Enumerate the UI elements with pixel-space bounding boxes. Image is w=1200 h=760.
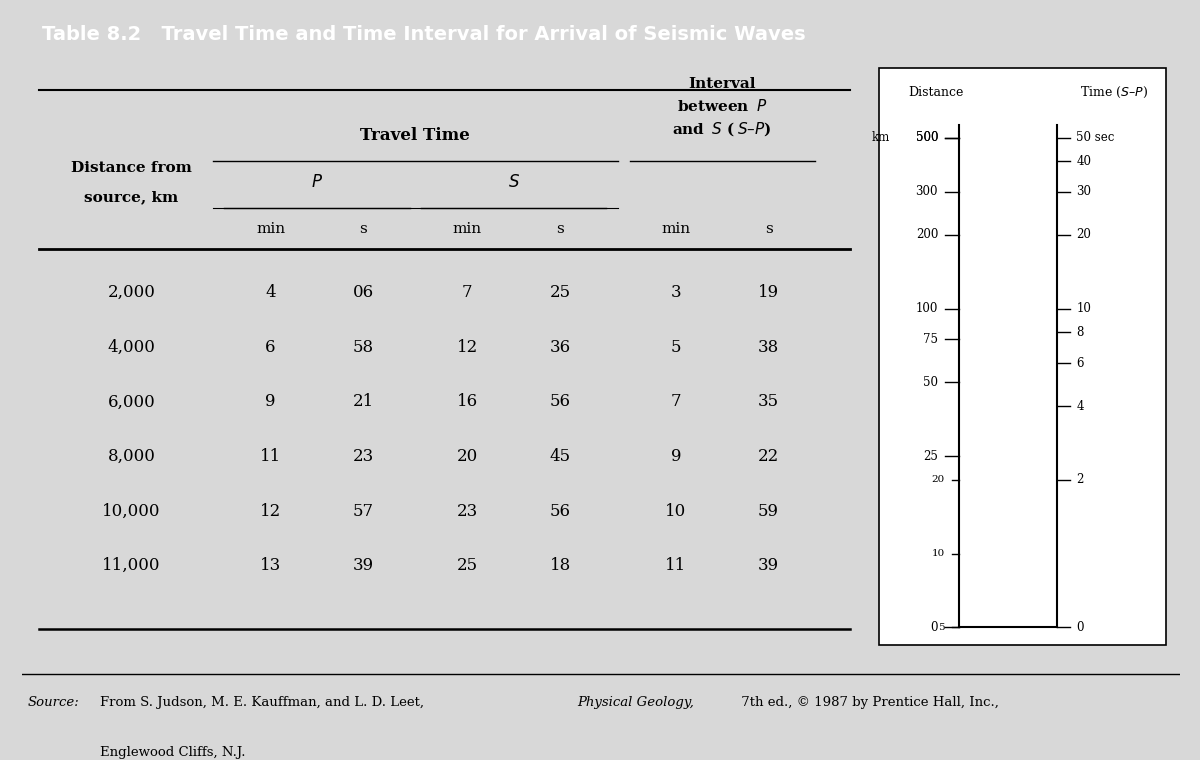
- Text: 56: 56: [550, 502, 570, 520]
- Text: 6: 6: [1076, 356, 1084, 369]
- Text: 23: 23: [457, 502, 478, 520]
- Text: Physical Geology,: Physical Geology,: [577, 696, 695, 709]
- Text: Source:: Source:: [28, 696, 79, 709]
- Text: Distance from: Distance from: [71, 161, 192, 176]
- Text: 3: 3: [671, 284, 682, 301]
- Text: 75: 75: [923, 333, 938, 346]
- Text: 21: 21: [353, 394, 374, 410]
- Text: From S. Judson, M. E. Kauffman, and L. D. Leet,: From S. Judson, M. E. Kauffman, and L. D…: [101, 696, 428, 709]
- Text: 11: 11: [260, 448, 281, 465]
- Text: Travel Time: Travel Time: [360, 127, 470, 144]
- Text: 2,000: 2,000: [108, 284, 156, 301]
- Text: 4: 4: [1076, 400, 1084, 413]
- Text: 59: 59: [758, 502, 779, 520]
- Text: 5: 5: [938, 622, 946, 632]
- Text: 10: 10: [931, 549, 946, 558]
- Text: 7th ed., © 1987 by Prentice Hall, Inc.,: 7th ed., © 1987 by Prentice Hall, Inc.,: [737, 696, 1000, 709]
- Text: 10: 10: [665, 502, 686, 520]
- Text: 25: 25: [923, 450, 938, 463]
- Text: 36: 36: [550, 339, 571, 356]
- Text: 6,000: 6,000: [108, 394, 156, 410]
- Text: Table 8.2   Travel Time and Time Interval for Arrival of Seismic Waves: Table 8.2 Travel Time and Time Interval …: [42, 26, 806, 45]
- Text: 0: 0: [1076, 621, 1084, 634]
- Text: Distance: Distance: [908, 86, 964, 99]
- Text: s: s: [764, 222, 773, 236]
- Text: 500: 500: [916, 131, 938, 144]
- Text: 16: 16: [457, 394, 478, 410]
- Text: 06: 06: [353, 284, 373, 301]
- Text: 8: 8: [1076, 326, 1084, 339]
- Text: 19: 19: [758, 284, 779, 301]
- Text: 50: 50: [923, 376, 938, 389]
- Text: 22: 22: [758, 448, 779, 465]
- Text: 23: 23: [353, 448, 374, 465]
- Bar: [878, 68, 1165, 644]
- Text: 12: 12: [457, 339, 478, 356]
- Text: Time ($S$–$P$): Time ($S$–$P$): [1080, 85, 1148, 100]
- Text: 58: 58: [353, 339, 373, 356]
- Text: 12: 12: [260, 502, 281, 520]
- Text: 50 sec: 50 sec: [1076, 131, 1115, 144]
- Text: min: min: [452, 222, 482, 236]
- Text: 25: 25: [457, 557, 478, 575]
- Text: 20: 20: [1076, 229, 1091, 242]
- Text: 7: 7: [462, 284, 473, 301]
- Text: 100: 100: [916, 302, 938, 315]
- Text: 35: 35: [758, 394, 779, 410]
- Text: min: min: [661, 222, 690, 236]
- Text: 18: 18: [550, 557, 571, 575]
- Text: 9: 9: [265, 394, 276, 410]
- Text: 11: 11: [665, 557, 686, 575]
- Text: 2: 2: [1076, 473, 1084, 486]
- Text: 45: 45: [550, 448, 571, 465]
- Text: 56: 56: [550, 394, 570, 410]
- Text: 4,000: 4,000: [108, 339, 156, 356]
- Text: 39: 39: [758, 557, 779, 575]
- Text: 300: 300: [916, 185, 938, 198]
- Text: km: km: [871, 131, 889, 144]
- Text: $P$: $P$: [311, 174, 323, 191]
- Text: Interval
between  $P$
and  $S$ ( $S$–$P$): Interval between $P$ and $S$ ( $S$–$P$): [672, 78, 772, 138]
- Text: 57: 57: [353, 502, 373, 520]
- Text: 9: 9: [671, 448, 682, 465]
- Text: 20: 20: [457, 448, 478, 465]
- Text: source, km: source, km: [84, 190, 179, 204]
- Text: 200: 200: [916, 229, 938, 242]
- Text: $S$: $S$: [508, 174, 520, 191]
- Text: 20: 20: [931, 475, 946, 484]
- Text: s: s: [556, 222, 564, 236]
- Text: 10,000: 10,000: [102, 502, 161, 520]
- Text: 39: 39: [353, 557, 373, 575]
- Text: 11,000: 11,000: [102, 557, 161, 575]
- Text: 7: 7: [671, 394, 682, 410]
- Text: 0: 0: [930, 621, 938, 634]
- Text: 38: 38: [758, 339, 779, 356]
- Text: 13: 13: [260, 557, 281, 575]
- Text: 8,000: 8,000: [108, 448, 156, 465]
- Text: 500: 500: [916, 131, 938, 144]
- Text: 10: 10: [1076, 302, 1091, 315]
- Text: 40: 40: [1076, 155, 1091, 168]
- Text: 4: 4: [265, 284, 276, 301]
- Text: min: min: [256, 222, 286, 236]
- Text: s: s: [359, 222, 367, 236]
- Text: 6: 6: [265, 339, 276, 356]
- Text: 25: 25: [550, 284, 571, 301]
- Text: Englewood Cliffs, N.J.: Englewood Cliffs, N.J.: [101, 746, 246, 759]
- Text: 5: 5: [671, 339, 682, 356]
- Text: 30: 30: [1076, 185, 1091, 198]
